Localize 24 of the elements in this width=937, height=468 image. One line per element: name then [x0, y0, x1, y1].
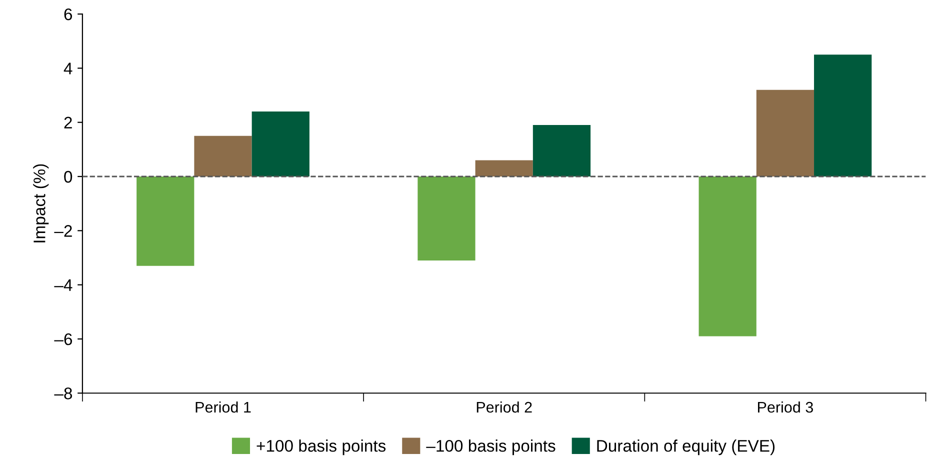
- bar: [418, 176, 476, 260]
- legend-label: +100 basis points: [256, 440, 386, 456]
- y-tick-label: –4: [54, 279, 72, 291]
- legend-label: Duration of equity (EVE): [597, 440, 775, 456]
- x-tick-label: Period 1: [196, 401, 251, 413]
- y-tick-label: 0: [64, 170, 72, 183]
- legend-label: –100 basis points: [426, 440, 556, 456]
- y-tick-label: 6: [64, 8, 72, 20]
- y-tick-label: 4: [64, 62, 72, 74]
- bar: [252, 112, 310, 177]
- y-tick-label: 2: [64, 116, 72, 128]
- y-tick-label: –2: [54, 225, 72, 237]
- bar: [756, 90, 814, 177]
- y-tick-label: –8: [54, 388, 72, 400]
- x-tick-label: Period 3: [758, 401, 813, 413]
- y-tick-label: –6: [54, 333, 72, 346]
- bar: [532, 125, 591, 177]
- bar: [475, 160, 533, 177]
- x-tick-label: Period 2: [476, 401, 532, 413]
- bar: [136, 176, 194, 266]
- y-axis-title: Impact (%): [33, 164, 49, 242]
- bar: [698, 176, 756, 336]
- bar: [194, 136, 252, 177]
- bar: [814, 54, 872, 177]
